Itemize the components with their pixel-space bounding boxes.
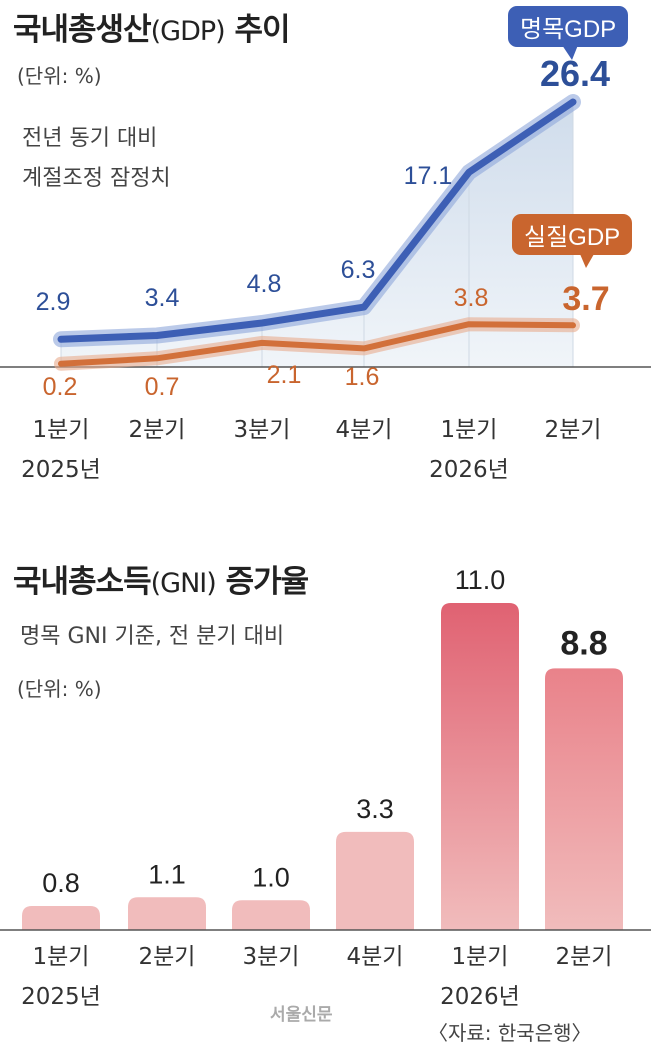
legend-real-gdp: 실질GDP — [512, 214, 633, 255]
real-gdp-line — [58, 321, 576, 367]
nominal-value-label-1: 3.4 — [145, 284, 180, 312]
real-value-label-5: 3.7 — [562, 280, 609, 318]
nominal-value-label-3: 6.3 — [341, 256, 376, 284]
gni-bar-5 — [545, 668, 623, 930]
gni-bar-0 — [22, 906, 100, 930]
real-value-label-4: 3.8 — [454, 284, 489, 312]
real-value-label-3: 1.6 — [345, 363, 380, 391]
gni-category-label-0: 1분기 — [33, 944, 90, 970]
nominal-value-label-0: 2.9 — [36, 288, 71, 316]
gdp-subtitle-line1: 전년 동기 대비 — [22, 126, 158, 151]
gdp-title-paren: (GDP) — [150, 16, 226, 47]
gni-category-label-2: 3분기 — [243, 944, 300, 970]
gdp-category-label-5: 2분기 — [545, 417, 602, 443]
gni-value-label-1: 1.1 — [148, 859, 186, 889]
gdp-category-label-4: 1분기 — [441, 417, 498, 443]
gdp-category-label-4-year: 2026년 — [429, 457, 509, 483]
gdp-chart-title: 국내총생산(GDP) 추이 — [13, 4, 291, 49]
gdp-category-label-1: 2분기 — [129, 417, 186, 443]
gni-value-label-5: 8.8 — [560, 624, 607, 662]
gni-unit: (단위: %) — [17, 677, 102, 701]
real-value-label-0: 0.2 — [43, 373, 78, 401]
gdp-category-label-3: 4분기 — [336, 417, 393, 443]
gni-category-label-4: 1분기 — [452, 944, 509, 970]
gni-value-label-3: 3.3 — [356, 794, 394, 824]
gni-bar-1 — [128, 897, 206, 930]
legend-real-pointer — [580, 254, 594, 268]
nominal-value-label-2: 4.8 — [247, 270, 282, 298]
real-value-label-2: 2.1 — [267, 361, 302, 389]
gni-category-label-4-year: 2026년 — [440, 984, 520, 1010]
gni-title-paren: (GNI) — [150, 568, 217, 599]
gni-category-label-5: 2분기 — [556, 944, 613, 970]
data-source: 〈자료: 한국은행〉 — [428, 1021, 592, 1045]
gdp-title-tail: 추이 — [234, 12, 290, 48]
nominal-gdp-line — [57, 98, 577, 343]
gni-title-tail: 증가율 — [225, 564, 310, 600]
gdp-category-label-0: 1분기 — [33, 417, 90, 443]
real-value-label-1: 0.7 — [145, 373, 180, 401]
gdp-category-label-2: 3분기 — [234, 417, 291, 443]
gdp-title-main: 국내총생산 — [13, 12, 152, 48]
gni-value-label-0: 0.8 — [42, 868, 80, 898]
publisher-logo: 서울신문 — [270, 1005, 333, 1025]
gdp-subtitle-line2: 계절조정 잠정치 — [22, 166, 171, 191]
gni-bar-3 — [336, 831, 414, 930]
gni-chart-title: 국내총소득(GNI) 증가율 — [13, 556, 310, 601]
gni-subtitle: 명목 GNI 기준, 전 분기 대비 — [20, 624, 285, 649]
nominal-value-label-5: 26.4 — [540, 53, 610, 94]
gdp-line-chart: 2.9 3.4 4.8 6.3 17.1 26.4 0.2 0.7 2.1 1.6 3.8 3.7 1분… — [0, 45, 651, 483]
nominal-area — [61, 102, 573, 367]
gni-category-label-0-year: 2025년 — [21, 984, 101, 1010]
gni-value-label-4: 11.0 — [455, 565, 506, 595]
legend-nominal-pointer — [562, 45, 578, 60]
gni-category-label-1: 2분기 — [139, 944, 196, 970]
gni-category-label-3: 4분기 — [347, 944, 404, 970]
gdp-unit: (단위: %) — [17, 64, 102, 88]
gni-bar-4 — [441, 603, 519, 930]
legend-nominal-gdp: 명목GDP — [508, 6, 629, 47]
gni-title-main: 국내총소득 — [13, 564, 152, 600]
gni-bar-2 — [232, 900, 310, 930]
gdp-category-label-0-year: 2025년 — [21, 457, 101, 483]
gni-value-label-2: 1.0 — [252, 862, 290, 892]
nominal-value-label-4: 17.1 — [404, 162, 453, 190]
